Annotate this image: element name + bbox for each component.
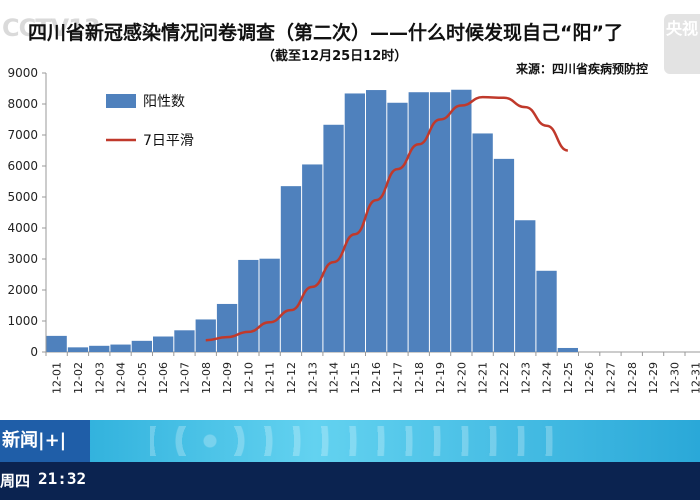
x-tick-label: 12-15 [349,362,362,394]
x-tick-label: 12-17 [391,362,404,394]
legend: 阳性数 7日平滑 [106,94,194,149]
x-tick-label: 12-10 [242,362,255,394]
x-tick-label: 12-11 [264,362,277,394]
x-tick-label: 12-24 [541,362,554,394]
x-tick-label: 12-22 [498,362,511,394]
bar [280,186,302,352]
y-tick-label: 1000 [7,314,38,328]
x-tick-label: 12-02 [72,362,85,394]
x-tick-label: 12-04 [115,362,128,394]
bar [472,133,493,352]
bar [323,124,344,353]
legend-bar-swatch [106,94,136,108]
bar [493,158,515,352]
corner-logo: 央视 [664,14,700,74]
y-tick-label: 2000 [7,283,38,297]
news-band [0,420,700,462]
x-tick-label: 12-13 [306,362,319,394]
legend-bar-label: 阳性数 [143,94,185,110]
bar-series [46,89,578,353]
x-tick-label: 12-30 [668,362,681,394]
bar [174,330,195,352]
y-tick-label: 7000 [7,128,38,142]
bar [131,340,152,352]
bar [387,102,408,352]
channel-logo-text: CCTV13 [2,14,101,42]
chart-source: 来源：四川省疾病预防控 [516,62,649,76]
x-tick-label: 12-28 [626,362,639,394]
y-tick-label: 5000 [7,190,38,204]
bar [89,345,110,352]
y-axis: 0 1000 2000 3000 4000 5000 6000 7000 8000 9000 [7,66,47,359]
bar [153,336,174,352]
y-tick-label: 3000 [7,252,38,266]
x-tick-label: 12-20 [455,362,468,394]
y-tick-label: 9000 [7,66,38,80]
x-tick-label: 12-23 [519,362,532,394]
x-tick-label: 12-08 [200,362,213,394]
x-tick-label: 12-14 [328,362,341,394]
x-tick-label: 12-01 [51,362,64,394]
bar [110,344,131,352]
bar [216,303,238,352]
bar [451,89,472,353]
x-tick-label: 12-29 [647,362,660,394]
bar [408,92,429,352]
x-tick-label: 12-12 [285,362,298,394]
x-tick-label: 12-21 [477,362,490,394]
band-decoration [150,426,570,456]
y-tick-label: 8000 [7,97,38,111]
legend-line-label: 7日平滑 [143,132,194,149]
bar [302,164,323,352]
bar [366,90,387,353]
chart-subtitle: （截至12月25日12时） [262,49,408,64]
x-tick-label: 12-09 [221,362,234,394]
bar [259,258,280,352]
bar [195,319,216,352]
chart-title: 四川省新冠感染情况问卷调查（第二次）——什么时候发现自己“阳”了 [28,22,623,44]
news-ticker-bar: 新闻|+| 周四 21:32 [0,420,700,500]
x-tick-label: 12-25 [562,362,575,394]
x-tick-label: 12-19 [434,362,447,394]
y-tick-label: 0 [30,345,38,359]
x-tick-label: 12-27 [604,362,617,394]
weekday-label: 周四 [0,472,31,490]
x-tick-label: 12-03 [93,362,106,394]
bar [429,92,451,352]
bar [515,220,536,352]
x-tick-label: 12-16 [370,362,383,394]
x-tick-label: 12-31 [690,362,700,394]
x-tick-label: 12-05 [136,362,149,394]
x-axis: 12-01 12-02 12-03 12-04 12-05 12-06 12-07 12-08… [45,351,700,394]
bar [557,347,578,352]
bar [536,270,557,352]
bar [344,93,365,353]
x-tick-label: 12-07 [178,362,191,394]
x-tick-label: 12-06 [157,362,170,394]
line-series [205,95,569,342]
bar [67,347,89,352]
bottom-strip [0,462,700,500]
news-badge: 新闻|+| [0,420,90,462]
y-tick-label: 6000 [7,159,38,173]
y-tick-label: 4000 [7,221,38,235]
x-tick-label: 12-26 [583,362,596,394]
x-tick-label: 12-18 [413,362,426,394]
smooth-line [205,95,569,342]
bar [238,259,259,352]
channel-logo: CCTV13 [0,8,101,62]
bar [46,335,67,352]
clock: 21:32 [38,469,87,488]
chart-svg: 0 1000 2000 3000 4000 5000 6000 7000 8000 9000 12… [7,66,700,394]
